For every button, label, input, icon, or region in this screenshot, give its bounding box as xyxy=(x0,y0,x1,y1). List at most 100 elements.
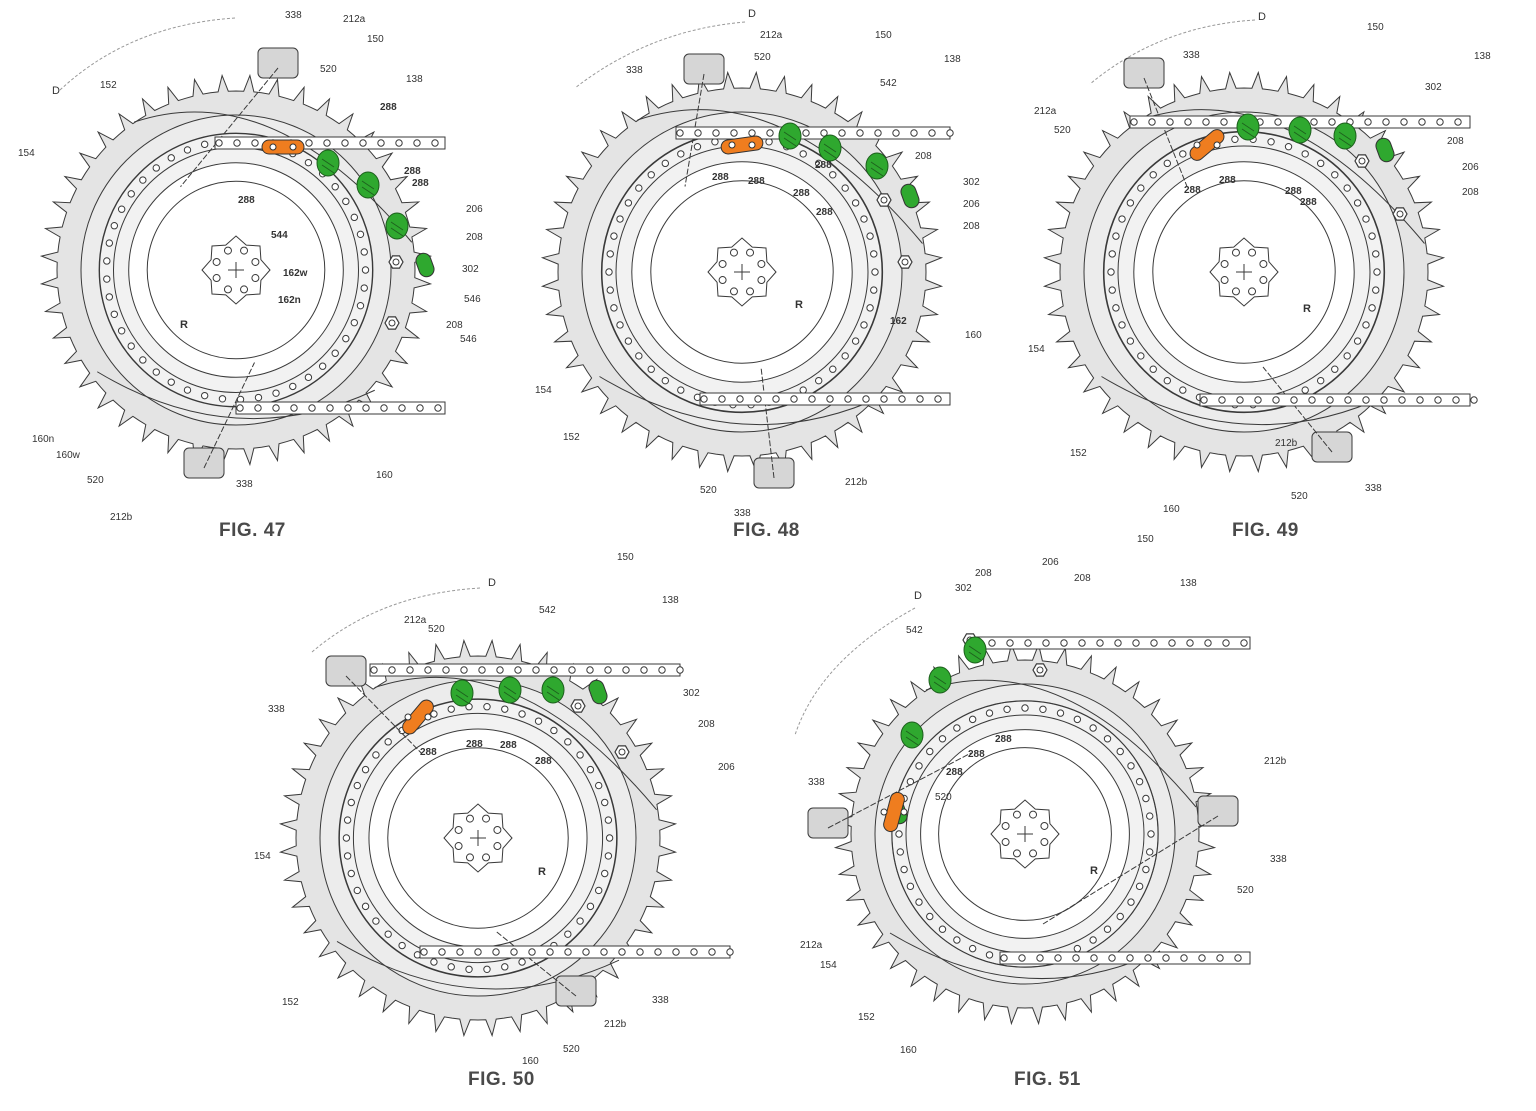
fig3-chain-top-138-pin xyxy=(478,666,486,674)
fig1-spider-bolt-hole xyxy=(746,248,755,257)
fig1-chain-bottom-pin xyxy=(808,395,816,403)
fig4-wrapped-chain-pin xyxy=(1089,724,1097,732)
fig3-roller-hatch xyxy=(546,685,560,701)
fig1-chain-bottom-pin xyxy=(736,395,744,403)
fig3-wrapped-chain-pin xyxy=(501,705,509,713)
fig4-wrapped-chain-pin xyxy=(895,830,903,838)
fig1-direction-arrow xyxy=(574,21,746,89)
fig2-chain-bottom-pin xyxy=(1398,396,1406,404)
fig4-chain-top-138-pin xyxy=(1186,639,1194,647)
fig3-link-pin xyxy=(404,713,412,721)
fig3-chain-bottom-pin xyxy=(456,948,464,956)
fig2-wrapped-chain-pin xyxy=(1137,352,1145,360)
fig1-ref-label: 520 xyxy=(754,52,771,63)
figure-51: D 208 206 208 150 302 138 542 288 288 288 212b 338 R 3… xyxy=(794,534,1287,1056)
fig0-wrapped-chain-pin xyxy=(103,275,111,283)
fig0-wrapped-chain-pin xyxy=(183,146,192,154)
fig4-ref-label: D xyxy=(914,590,922,602)
fig3-ref-label: 208 xyxy=(698,719,715,730)
fig3-chain-top-138-pin xyxy=(586,666,594,674)
fig3-wrapped-chain-pin xyxy=(518,958,526,966)
fig4-wrapped-chain-pin xyxy=(1127,898,1135,906)
fig1-wrapped-chain-pin xyxy=(851,199,860,207)
fig1-ref-label: 162 xyxy=(890,316,907,327)
fig2-roller-hatch xyxy=(1241,122,1255,138)
fig0-fastener-nut xyxy=(384,316,400,330)
fig1-wrapped-chain-pin xyxy=(814,376,823,385)
fig2-chain-bottom-pin xyxy=(1236,396,1244,404)
fig2-spider-bolt-hole xyxy=(1259,276,1268,285)
fig2-wrapped-chain-pin xyxy=(1331,365,1339,373)
fig3-wrapped-chain-outer xyxy=(338,698,618,978)
fig3-chain-bottom-pin xyxy=(528,948,536,956)
fig4-ramp-line xyxy=(925,679,1197,808)
fig2-chain-bottom-pin xyxy=(1434,396,1442,404)
fig4-wrapped-chain-pin xyxy=(1146,848,1154,856)
fig3-spider-bolt-hole xyxy=(493,842,502,851)
fig1-chain-top-138-pin xyxy=(946,129,954,137)
fig3-ref-label: 138 xyxy=(662,595,679,606)
fig3-ramp-line xyxy=(336,940,620,990)
fig2-spider-bolt-hole xyxy=(1248,287,1257,296)
fig4-roller-hatch xyxy=(968,645,982,661)
fig0-spider-bolt-hole xyxy=(240,246,249,255)
fig0-ref-label: 150 xyxy=(367,34,384,45)
fig3-chain-top-138-pin xyxy=(658,666,666,674)
fig4-ramp-line xyxy=(889,932,1161,980)
fig4-ref-label: 152 xyxy=(858,1012,875,1023)
fig1-chain-top-138-pin xyxy=(856,129,864,137)
fig2-chain-bottom-pin xyxy=(1470,396,1478,404)
fig0-chain-bottom xyxy=(235,401,446,415)
fig1-wrapped-chain-pin xyxy=(635,352,643,360)
fig1-ref-label: 520 xyxy=(700,485,717,496)
fig1-wrapped-chain-pin xyxy=(866,232,874,240)
fig3-ref-label: D xyxy=(488,577,496,589)
fig0-fastener-nut-bore xyxy=(388,319,396,327)
fig1-chain-bottom-pin xyxy=(772,395,780,403)
fig2-ref-label: 212a xyxy=(1034,106,1057,117)
fig3-spider-bolt-hole xyxy=(454,825,463,834)
fig1-chain-bottom-pin xyxy=(880,395,888,403)
fig3-wrapped-chain-inner xyxy=(352,712,604,964)
fig2-wrapped-chain-pin xyxy=(1118,321,1126,329)
fig3-chain-top-138-pin xyxy=(388,666,396,674)
fig3-wrapped-chain-pin xyxy=(384,738,392,746)
fig2-chain-top-138-pin xyxy=(1166,118,1174,126)
fig3-chain-bottom-pin xyxy=(690,948,698,956)
fig2-engaged-link-288 xyxy=(1189,129,1225,161)
fig2-wrapped-chain-pin xyxy=(1149,171,1157,179)
fig1-chain-top-138-pin xyxy=(874,129,882,137)
fig0-wrapped-chain-pin xyxy=(272,389,280,397)
fig4-wrapped-chain-pin xyxy=(938,925,947,933)
fig3-spider-bolt-hole xyxy=(465,853,474,862)
fig0-wrapped-chain-pin xyxy=(183,386,192,394)
fig2-chain-top-138-pin xyxy=(1454,118,1462,126)
fig3-wrapped-chain-pin xyxy=(601,869,609,878)
fig1-wrapped-chain-pin xyxy=(799,150,807,158)
fig3-chain-top-138-pin xyxy=(604,666,612,674)
fig3-ref-label: 150 xyxy=(617,552,634,563)
fig4-ref-label: 150 xyxy=(1137,534,1154,545)
fig3-chain-top-138-pin xyxy=(550,666,558,674)
fig3-chain-top-138-pin xyxy=(640,666,648,674)
fig0-ref-label: 208 xyxy=(466,232,483,243)
fig1-wrapped-chain-pin xyxy=(606,286,614,294)
fig2-chain-top-138-pin xyxy=(1148,118,1156,126)
fig2-chain-bottom-pin xyxy=(1200,396,1208,404)
figure-caption-51: FIG. 51 xyxy=(1014,1069,1081,1090)
figure-caption-49: FIG. 49 xyxy=(1232,520,1299,541)
fig2-pivot-arm-338 xyxy=(1311,431,1353,463)
fig1-chain-top-138-pin xyxy=(802,129,810,137)
fig1-ref-label: 338 xyxy=(734,508,751,519)
fig2-wrapped-chain-pin xyxy=(1353,199,1362,207)
fig1-wrapped-chain-pin xyxy=(829,365,837,373)
fig1-wrapped-chain-pin xyxy=(624,337,633,345)
fig0-chain-bottom-pin xyxy=(344,404,352,412)
fig0-shift-pin-302 xyxy=(415,252,435,278)
fig3-chain-top-138-pin xyxy=(568,666,576,674)
fig0-ref-label: 152 xyxy=(100,80,117,91)
fig4-wrapped-chain-pin xyxy=(1103,925,1112,933)
fig0-arm-rail xyxy=(203,362,255,469)
fig2-chain-top-138-pin xyxy=(1328,118,1336,126)
